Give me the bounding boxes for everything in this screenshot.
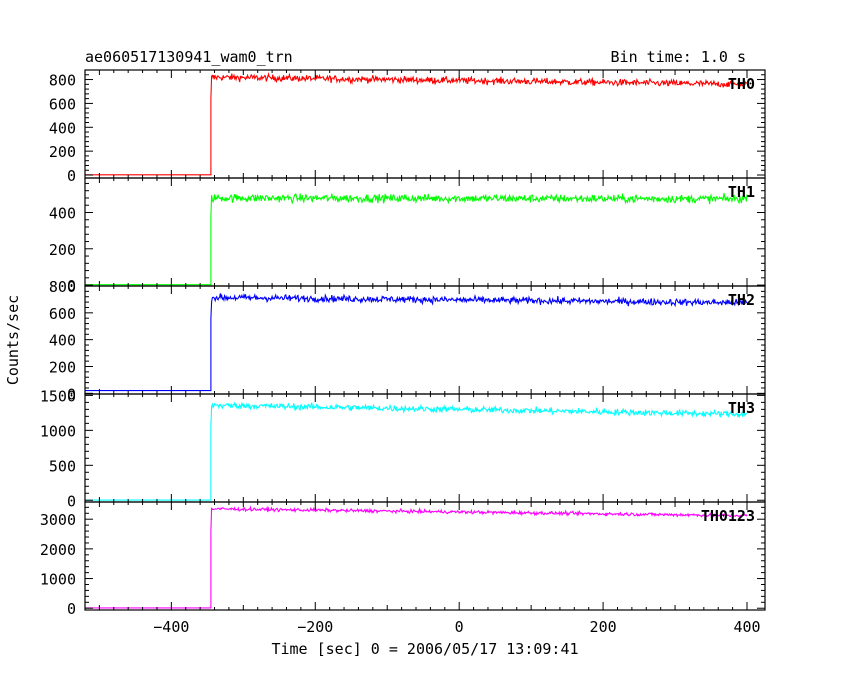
x-tick-label: −400 xyxy=(153,618,189,636)
y-tick-label: 800 xyxy=(49,278,76,296)
y-tick-label: 200 xyxy=(49,241,76,259)
y-tick-label: 400 xyxy=(49,332,76,350)
y-tick-label: 0 xyxy=(67,277,76,295)
panel-th0123: 0 1000 2000 3000 TH0123 xyxy=(40,501,766,618)
series-label-th2: TH2 xyxy=(728,291,755,309)
series-label-th1: TH1 xyxy=(728,183,755,201)
panel-th1: 0 200 400 TH1 xyxy=(49,177,766,295)
x-tick-label: 400 xyxy=(733,618,760,636)
panel-frame xyxy=(84,285,766,395)
y-tick-label: 0 xyxy=(67,385,76,403)
bin-time-label: Bin time: 1.0 s xyxy=(611,48,746,66)
y-tick-label: 400 xyxy=(49,119,76,137)
y-tick-label: 600 xyxy=(49,95,76,113)
x-tick-label: 200 xyxy=(590,618,617,636)
x-tick-label: 0 xyxy=(455,618,464,636)
series-label-th0123: TH0123 xyxy=(701,507,755,525)
y-tick-label: 1000 xyxy=(40,422,76,440)
series-label-th0: TH0 xyxy=(728,75,755,93)
y-tick-label: 200 xyxy=(49,358,76,376)
y-tick-label: 800 xyxy=(49,72,76,90)
y-tick-label: 600 xyxy=(49,305,76,323)
chart-title: ae060517130941_wam0_trn xyxy=(85,48,293,66)
panel-group: 0 200 400 600 800 TH0 0 200 400 TH1 0 200 400 600 800 T… xyxy=(40,69,766,636)
series-line-th2 xyxy=(85,292,748,392)
panel-th2: 0 200 400 600 800 TH2 xyxy=(49,278,766,403)
series-line-th0123 xyxy=(85,505,748,609)
y-axis-label: Counts/sec xyxy=(4,295,22,385)
y-tick-label: 400 xyxy=(49,204,76,222)
x-tick-label: −200 xyxy=(297,618,333,636)
y-tick-label: 1500 xyxy=(40,387,76,405)
y-tick-label: 1000 xyxy=(40,571,76,589)
y-tick-label: 3000 xyxy=(40,511,76,529)
panel-frame xyxy=(84,69,766,179)
panel-th0: 0 200 400 600 800 TH0 xyxy=(49,69,766,185)
y-tick-label: 0 xyxy=(67,600,76,618)
panel-frame xyxy=(84,501,766,611)
series-line-th1 xyxy=(85,192,748,286)
x-axis-label: Time [sec] 0 = 2006/05/17 13:09:41 xyxy=(271,640,578,658)
y-tick-label: 0 xyxy=(67,492,76,510)
y-tick-label: 0 xyxy=(67,167,76,185)
panel-frame xyxy=(84,177,766,287)
series-line-th0 xyxy=(85,72,748,176)
series-label-th3: TH3 xyxy=(728,399,755,417)
y-tick-label: 500 xyxy=(49,457,76,475)
panel-th3: 0 500 1000 1500 TH3 xyxy=(40,387,766,510)
y-tick-label: 2000 xyxy=(40,541,76,559)
y-tick-label: 200 xyxy=(49,143,76,161)
series-line-th3 xyxy=(85,401,748,501)
